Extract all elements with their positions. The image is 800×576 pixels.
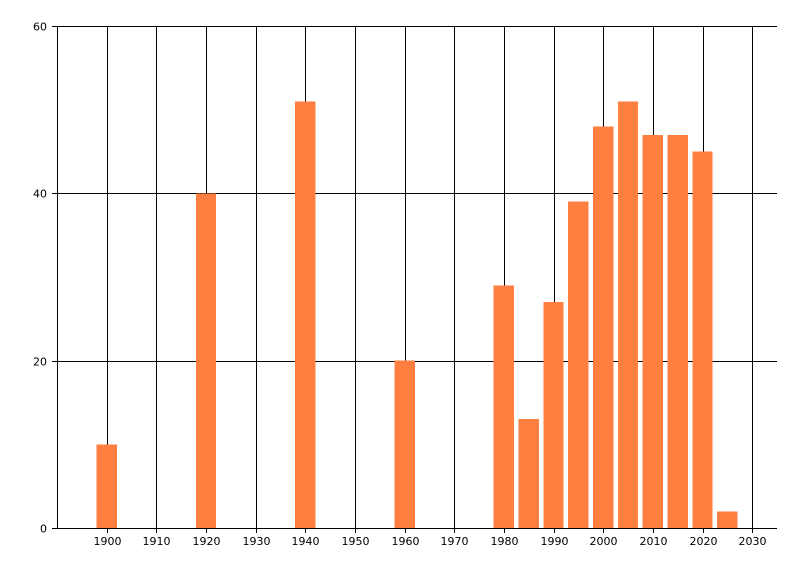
x-tick-label: 1950: [342, 535, 370, 548]
bar-1960: [394, 360, 415, 528]
bar-1995: [568, 201, 589, 528]
bar-1985: [518, 419, 539, 528]
x-tick-label: 2010: [640, 535, 668, 548]
bar-1900: [96, 444, 117, 528]
x-tick-label: 2020: [690, 535, 718, 548]
x-tick-label: 1970: [441, 535, 469, 548]
x-tick-label: 1990: [541, 535, 569, 548]
bar-1990: [543, 302, 564, 528]
bar-2025: [717, 511, 738, 528]
x-tick-label: 1960: [392, 535, 420, 548]
bar-2020: [692, 151, 713, 528]
y-tick-label: 40: [33, 188, 47, 201]
bar-2015: [667, 134, 688, 528]
bar-2000: [593, 126, 614, 529]
y-tick-labels: 0 20 40 60: [33, 21, 47, 536]
x-tick-label: 1920: [193, 535, 221, 548]
bar-1980: [493, 285, 515, 528]
y-tick-label: 20: [33, 356, 47, 369]
bar-2010: [642, 134, 664, 528]
x-tick-label: 1980: [491, 535, 519, 548]
x-tick-label: 2030: [739, 535, 767, 548]
x-tick-label: 2000: [590, 535, 618, 548]
x-tick-label: 1930: [243, 535, 271, 548]
bar-1920: [195, 193, 217, 529]
x-tick-label: 1940: [292, 535, 320, 548]
axes: [57, 26, 777, 529]
x-tick-labels: 1900 1910 1920 1930 1940 1950 1960 1970 1980 1990…: [94, 535, 767, 548]
y-tick-label: 0: [40, 523, 47, 536]
x-tick-label: 1900: [94, 535, 122, 548]
x-tick-label: 1910: [143, 535, 171, 548]
bar-2005: [617, 101, 639, 529]
y-tick-label: 60: [33, 21, 47, 34]
bars: [96, 101, 738, 529]
bar-1940: [295, 101, 316, 529]
